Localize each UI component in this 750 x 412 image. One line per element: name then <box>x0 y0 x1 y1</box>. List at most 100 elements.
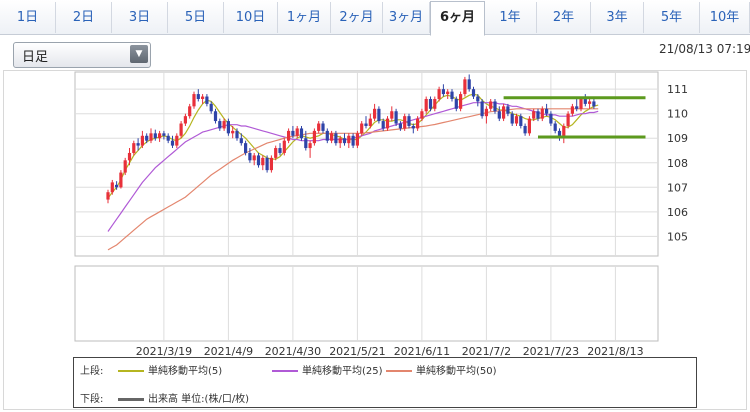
x-tick-label-0: 2021/3/19 <box>136 345 192 358</box>
chart-frame <box>3 70 747 410</box>
legend-volume-label: 出来高 単位:(株/口/枚) <box>148 394 250 405</box>
candle-body-66 <box>390 111 394 119</box>
candle-body-39 <box>274 148 278 158</box>
candle-body-25 <box>213 111 218 122</box>
tab-3[interactable]: 5日 <box>168 2 224 33</box>
candle-body-81 <box>454 98 458 109</box>
candle-body-111 <box>583 98 587 104</box>
x-tick-label-7: 2021/8/13 <box>587 345 643 358</box>
tab-8[interactable]: 6ヶ月 <box>430 1 485 36</box>
y-tick-label-2: 107 <box>667 181 688 194</box>
candle-body-99 <box>532 111 536 119</box>
chart-grid <box>74 71 659 342</box>
candle-body-49 <box>317 123 321 131</box>
x-tick-label-5: 2021/7/2 <box>462 345 511 358</box>
tab-4[interactable]: 10日 <box>224 2 278 33</box>
candle-body-22 <box>201 96 205 99</box>
candle-body-77 <box>437 89 441 99</box>
candle-body-113 <box>592 101 596 107</box>
legend-lower-label: 下段: <box>80 394 104 405</box>
candle-body-18 <box>183 116 187 124</box>
y-tick-label-4: 109 <box>667 132 688 145</box>
tab-2[interactable]: 3日 <box>112 2 168 33</box>
tab-0[interactable]: 1日 <box>0 2 56 33</box>
candle-body-57 <box>351 135 355 146</box>
candle-body-20 <box>192 94 196 107</box>
candle-body-3 <box>119 172 123 188</box>
x-tick-label-6: 2021/7/23 <box>523 345 579 358</box>
chart-legend: 上段: 単純移動平均(5) 単純移動平均(25) 単純移動平均(50) 下段: … <box>73 357 697 408</box>
candle-body-28 <box>226 121 230 134</box>
candle-body-19 <box>188 106 192 117</box>
candle-body-96 <box>519 116 523 126</box>
candle-body-71 <box>411 125 415 129</box>
candle-body-13 <box>162 133 166 136</box>
candle-body-86 <box>476 96 480 102</box>
y-tick-label-6: 111 <box>667 83 688 96</box>
tab-7[interactable]: 3ヶ月 <box>383 2 430 33</box>
candle-body-30 <box>235 130 239 139</box>
x-tick-label-1: 2021/4/9 <box>204 345 253 358</box>
period-tab-bar: 1日 2日 3日 5日 10日 1ヶ月 2ヶ月 3ヶ月 6ヶ月 1年 2年 3年 5年 10年 <box>0 0 750 36</box>
tab-12[interactable]: 5年 <box>644 2 700 33</box>
candle-body-93 <box>506 106 510 114</box>
candle-body-70 <box>407 116 411 126</box>
candle-body-46 <box>304 138 308 149</box>
candle-body-24 <box>209 103 213 112</box>
tab-10[interactable]: 2年 <box>537 2 591 33</box>
support-resistance-lines <box>503 96 646 139</box>
legend-ma25-swatch <box>272 370 298 372</box>
candle-body-48 <box>312 130 316 144</box>
candle-body-68 <box>398 123 402 129</box>
candle-body-56 <box>347 135 351 144</box>
chevron-down-icon[interactable]: ▼ <box>130 45 148 63</box>
last-update-timestamp: 21/08/13 07:19 <box>659 42 750 56</box>
tab-9[interactable]: 1年 <box>484 2 537 33</box>
candle-body-12 <box>158 133 162 139</box>
candle-body-102 <box>545 108 549 114</box>
y-tick-label-1: 106 <box>667 206 688 219</box>
candle-body-47 <box>308 143 312 149</box>
tab-6[interactable]: 2ヶ月 <box>331 2 383 33</box>
tab-5[interactable]: 1ヶ月 <box>278 2 331 33</box>
candle-body-82 <box>459 94 463 109</box>
candle-body-5 <box>127 152 132 161</box>
legend-volume-swatch <box>118 397 144 401</box>
candle-body-105 <box>557 130 562 136</box>
candle-body-23 <box>205 96 209 104</box>
candle-body-16 <box>175 135 179 146</box>
candle-body-35 <box>256 155 261 166</box>
candle-body-92 <box>502 106 506 119</box>
candle-body-80 <box>450 91 454 99</box>
candle-body-27 <box>222 121 226 129</box>
tab-1[interactable]: 2日 <box>56 2 112 33</box>
candle-body-64 <box>381 121 385 129</box>
candle-period-select[interactable]: 日足 ▼ <box>13 42 151 68</box>
candle-body-85 <box>471 89 476 97</box>
candle-body-91 <box>497 111 501 119</box>
tab-11[interactable]: 3年 <box>591 2 644 33</box>
candle-body-84 <box>467 79 471 90</box>
candle-body-59 <box>360 123 364 134</box>
axis-labels: 2021/3/19 2021/4/9 2021/4/30 2021/5/21 2021/… <box>136 83 688 358</box>
candle-body-61 <box>368 118 372 126</box>
candle-body-75 <box>428 98 433 109</box>
candle-body-89 <box>489 101 493 109</box>
candle-body-88 <box>484 108 488 117</box>
candle-body-79 <box>446 91 450 95</box>
x-tick-label-4: 2021/6/11 <box>394 345 450 358</box>
candle-body-62 <box>373 108 377 119</box>
volume-panel <box>74 265 659 342</box>
candle-body-2 <box>115 184 119 188</box>
legend-ma50: 単純移動平均(50) <box>386 362 497 377</box>
ma-line-2 <box>107 108 599 251</box>
legend-ma5-label: 単純移動平均(5) <box>148 366 223 377</box>
candle-body-112 <box>588 101 592 104</box>
candle-body-31 <box>239 138 243 144</box>
candle-body-53 <box>334 133 338 144</box>
candle-body-103 <box>549 113 553 124</box>
candle-body-0 <box>106 192 110 200</box>
candle-body-33 <box>248 152 252 161</box>
legend-ma5: 単純移動平均(5) <box>118 362 222 377</box>
